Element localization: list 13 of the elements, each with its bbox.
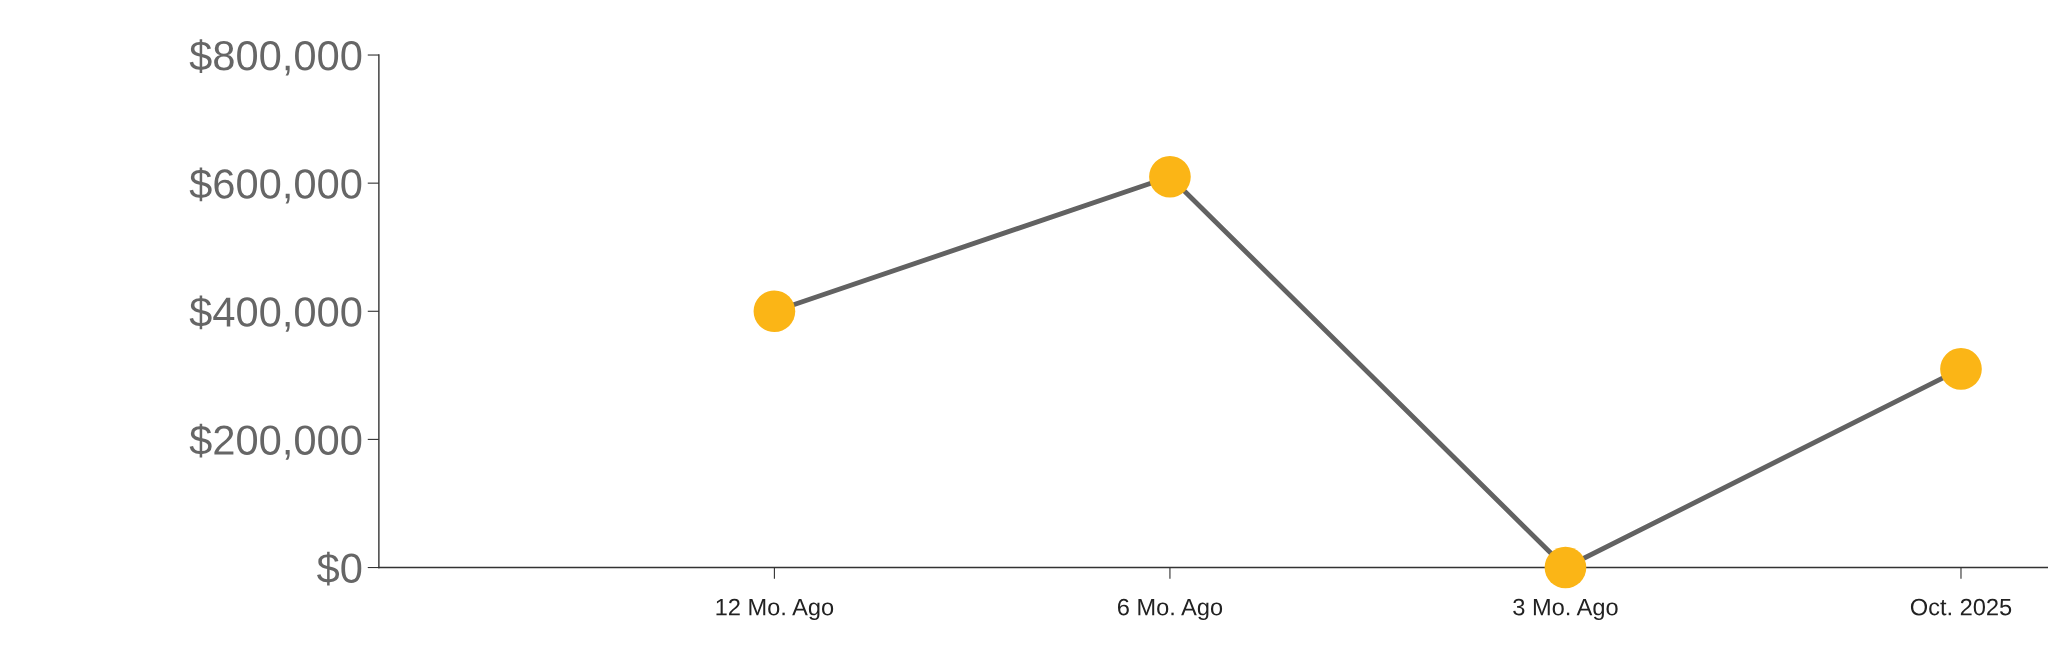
y-tick-label: $400,000 [189, 295, 362, 332]
x-tick-label: 3 Mo. Ago [1513, 598, 1618, 621]
point [1149, 155, 1191, 198]
point [1940, 348, 1982, 390]
y-tick-label: $800,000 [189, 39, 362, 76]
y-tick-label: $0 [317, 551, 362, 586]
x-tick-label: Oct. 2025 [1910, 598, 2012, 616]
point [1544, 546, 1587, 589]
x-tick-label: 12 Mo. Ago [716, 598, 834, 621]
y-tick-label: $600,000 [189, 167, 362, 204]
x-tick-label: 6 Mo. Ago [1117, 598, 1223, 621]
y-tick-label: $200,000 [189, 423, 362, 460]
point [753, 290, 796, 333]
